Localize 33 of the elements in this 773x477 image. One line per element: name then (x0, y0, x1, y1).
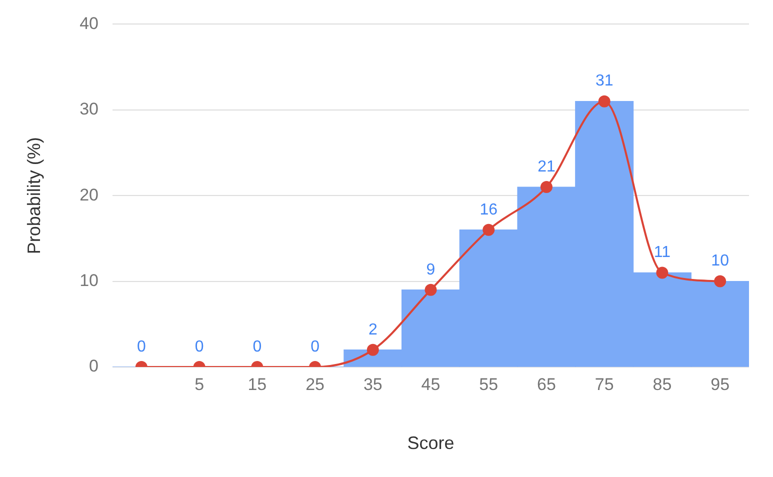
data-label: 31 (595, 72, 614, 90)
point (714, 275, 726, 288)
data-label: 2 (368, 321, 378, 338)
y-tick-label: 20 (80, 185, 99, 204)
data-label: 9 (426, 261, 436, 278)
x-tick-label: 15 (248, 374, 267, 394)
data-label: 21 (538, 158, 556, 176)
x-tick-label: 5 (194, 374, 204, 394)
y-axis-title: Probability (%) (24, 137, 44, 254)
x-tick-label: 85 (652, 374, 672, 394)
data-label: 0 (252, 338, 262, 356)
data-label: 0 (136, 338, 146, 356)
data-label: 10 (711, 252, 730, 270)
data-label: 0 (310, 338, 320, 356)
data-label: 0 (194, 338, 204, 356)
x-tick-label: 75 (594, 374, 614, 394)
x-tick-label: 45 (421, 374, 440, 394)
point (424, 284, 437, 296)
point (482, 224, 495, 236)
x-axis-title: Score (407, 433, 454, 454)
y-tick-label: 0 (89, 356, 99, 376)
y-tick-label: 30 (80, 100, 99, 119)
y-tick-label: 40 (80, 14, 99, 33)
x-tick-label: 25 (306, 374, 324, 394)
x-tick-label: 95 (710, 374, 730, 394)
x-tick-label: 35 (363, 374, 382, 394)
data-label: 16 (480, 201, 498, 218)
data-label: 11 (654, 244, 671, 262)
point (656, 266, 668, 279)
x-tick-label: 65 (537, 374, 556, 394)
x-tick-label: 55 (479, 374, 498, 394)
point (540, 181, 552, 194)
y-tick-label: 10 (80, 270, 99, 290)
